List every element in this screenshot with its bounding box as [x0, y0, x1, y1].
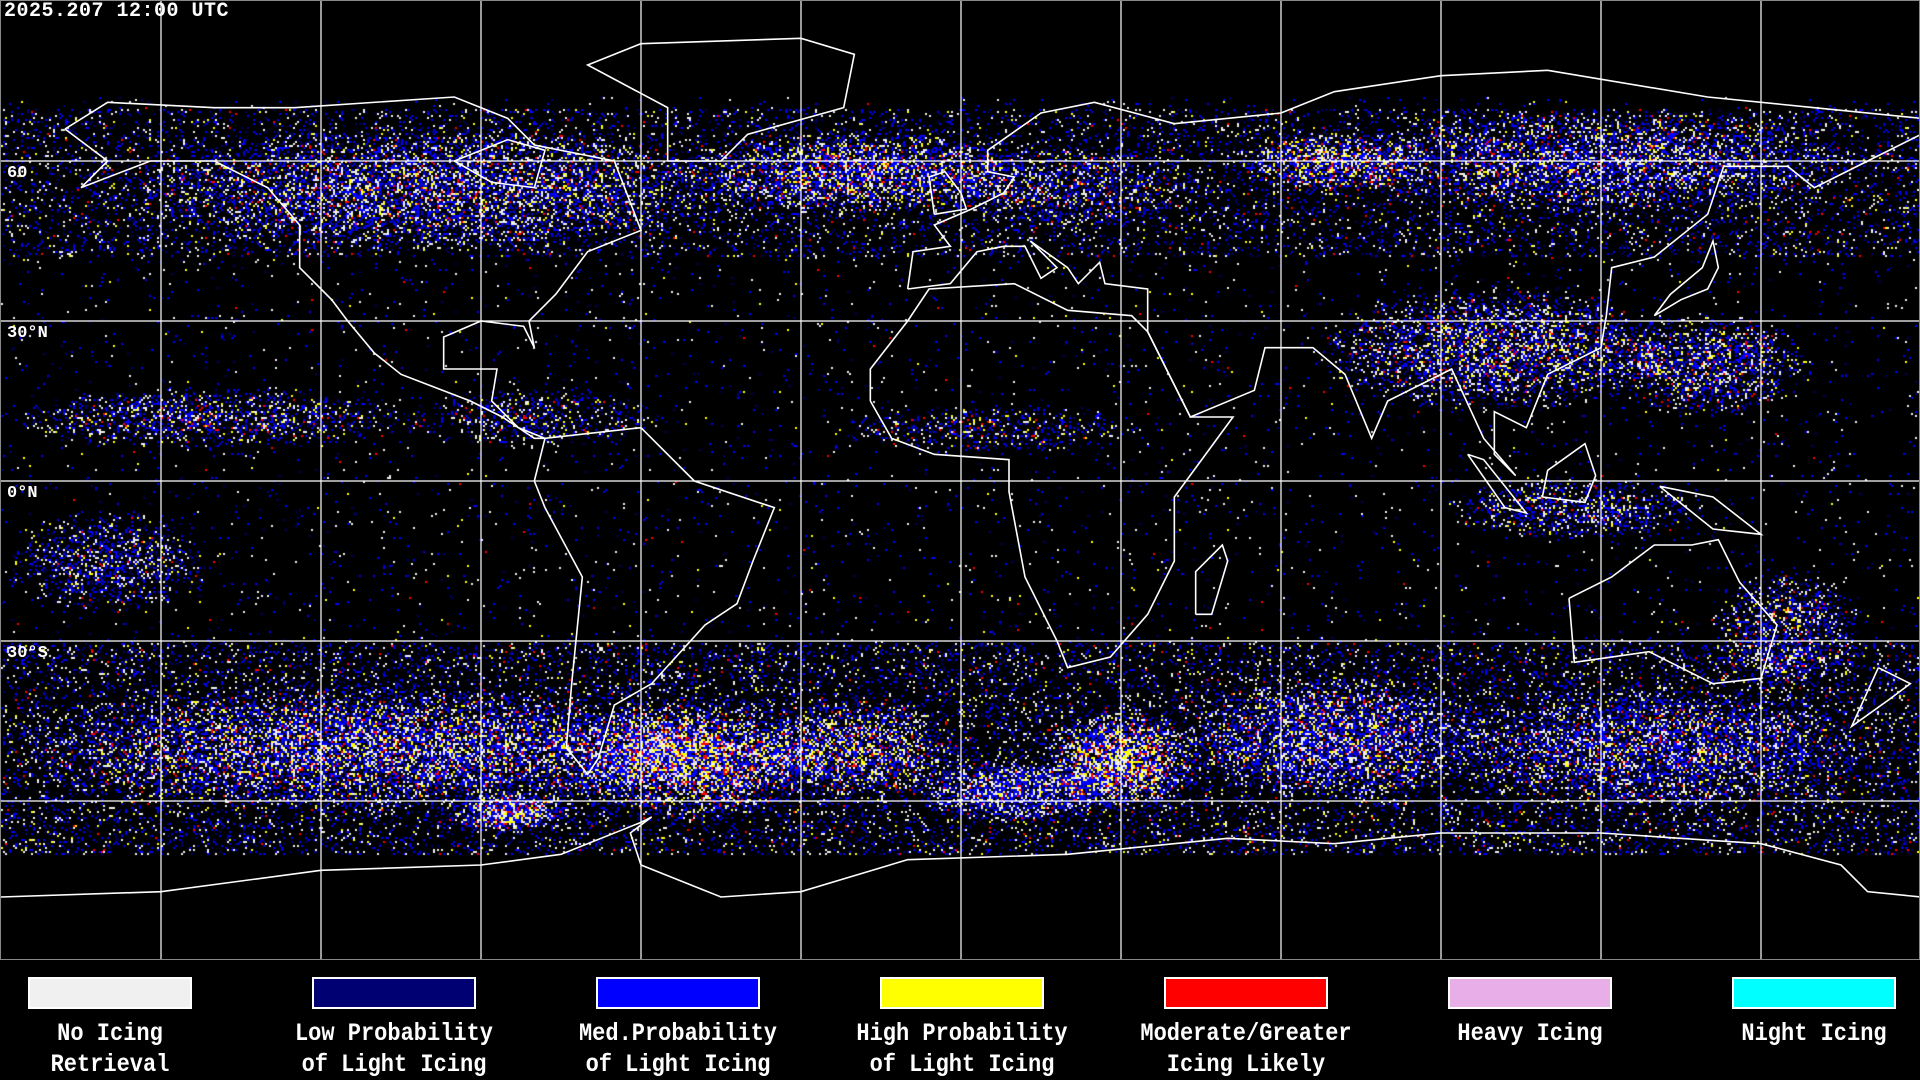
- legend-swatch: [1732, 977, 1896, 1009]
- coastline-borneo: [1541, 442, 1597, 504]
- legend-item-night-icing: Night Icing: [1732, 977, 1896, 1049]
- legend-label: No Icing Retrieval: [50, 1019, 170, 1079]
- legend-item-heavy-icing: Heavy Icing: [1448, 977, 1612, 1049]
- legend-swatch: [312, 977, 476, 1009]
- coastline-north-america: [64, 96, 643, 440]
- coastline-new-zealand: [1849, 666, 1912, 729]
- lat-label-30n: 30°N: [7, 324, 48, 343]
- legend-swatch: [28, 977, 192, 1009]
- coastline-antarctica: [1, 816, 1919, 898]
- legend-label: Low Probability of Light Icing: [294, 1019, 494, 1079]
- legend-item-low-probability: Low Probability of Light Icing: [295, 977, 493, 1080]
- legend-swatch: [1164, 977, 1328, 1009]
- coastline-new-guinea: [1659, 485, 1764, 536]
- legend-swatch: [880, 977, 1044, 1009]
- lat-label-30s: 30°S: [7, 644, 48, 663]
- legend-item-high-probability: High Probability of Light Icing: [856, 977, 1068, 1080]
- coastline-greenland: [585, 37, 856, 162]
- lat-label-0n: 0°N: [7, 484, 38, 503]
- coastline-australia: [1568, 538, 1778, 685]
- coastline-south-america: [533, 426, 776, 776]
- legend-item-med-probability: Med.Probability of Light Icing: [579, 977, 777, 1080]
- legend-label: Med.Probability of Light Icing: [578, 1019, 778, 1079]
- legend-item-moderate-greater: Moderate/Greater Icing Likely: [1140, 977, 1352, 1080]
- legend-label: Moderate/Greater Icing Likely: [1140, 1019, 1352, 1079]
- legend-label: Night Icing: [1741, 1019, 1887, 1048]
- coastline-hudson-bay: [453, 138, 546, 189]
- legend-swatch: [596, 977, 760, 1009]
- legend-swatch: [1448, 977, 1612, 1009]
- coastline-eurasia: [906, 69, 1919, 477]
- coastline-africa: [869, 282, 1235, 669]
- legend-label: High Probability of Light Icing: [856, 1019, 1068, 1079]
- coastline-madagascar: [1194, 543, 1229, 616]
- timestamp: 2025.207 12:00 UTC: [4, 0, 230, 23]
- coastline-japan: [1653, 238, 1720, 317]
- coastline-britain: [928, 170, 968, 216]
- lat-label-60n: 60: [7, 164, 28, 183]
- coastline-grid-overlay: [1, 1, 1919, 959]
- legend-label: Heavy Icing: [1457, 1019, 1603, 1048]
- icing-map: 2025.207 12:00 UTC 60 30°N 0°N 30°S: [0, 0, 1920, 960]
- legend-item-no-icing: No Icing Retrieval: [28, 977, 192, 1080]
- coastline-sumatra: [1467, 453, 1529, 515]
